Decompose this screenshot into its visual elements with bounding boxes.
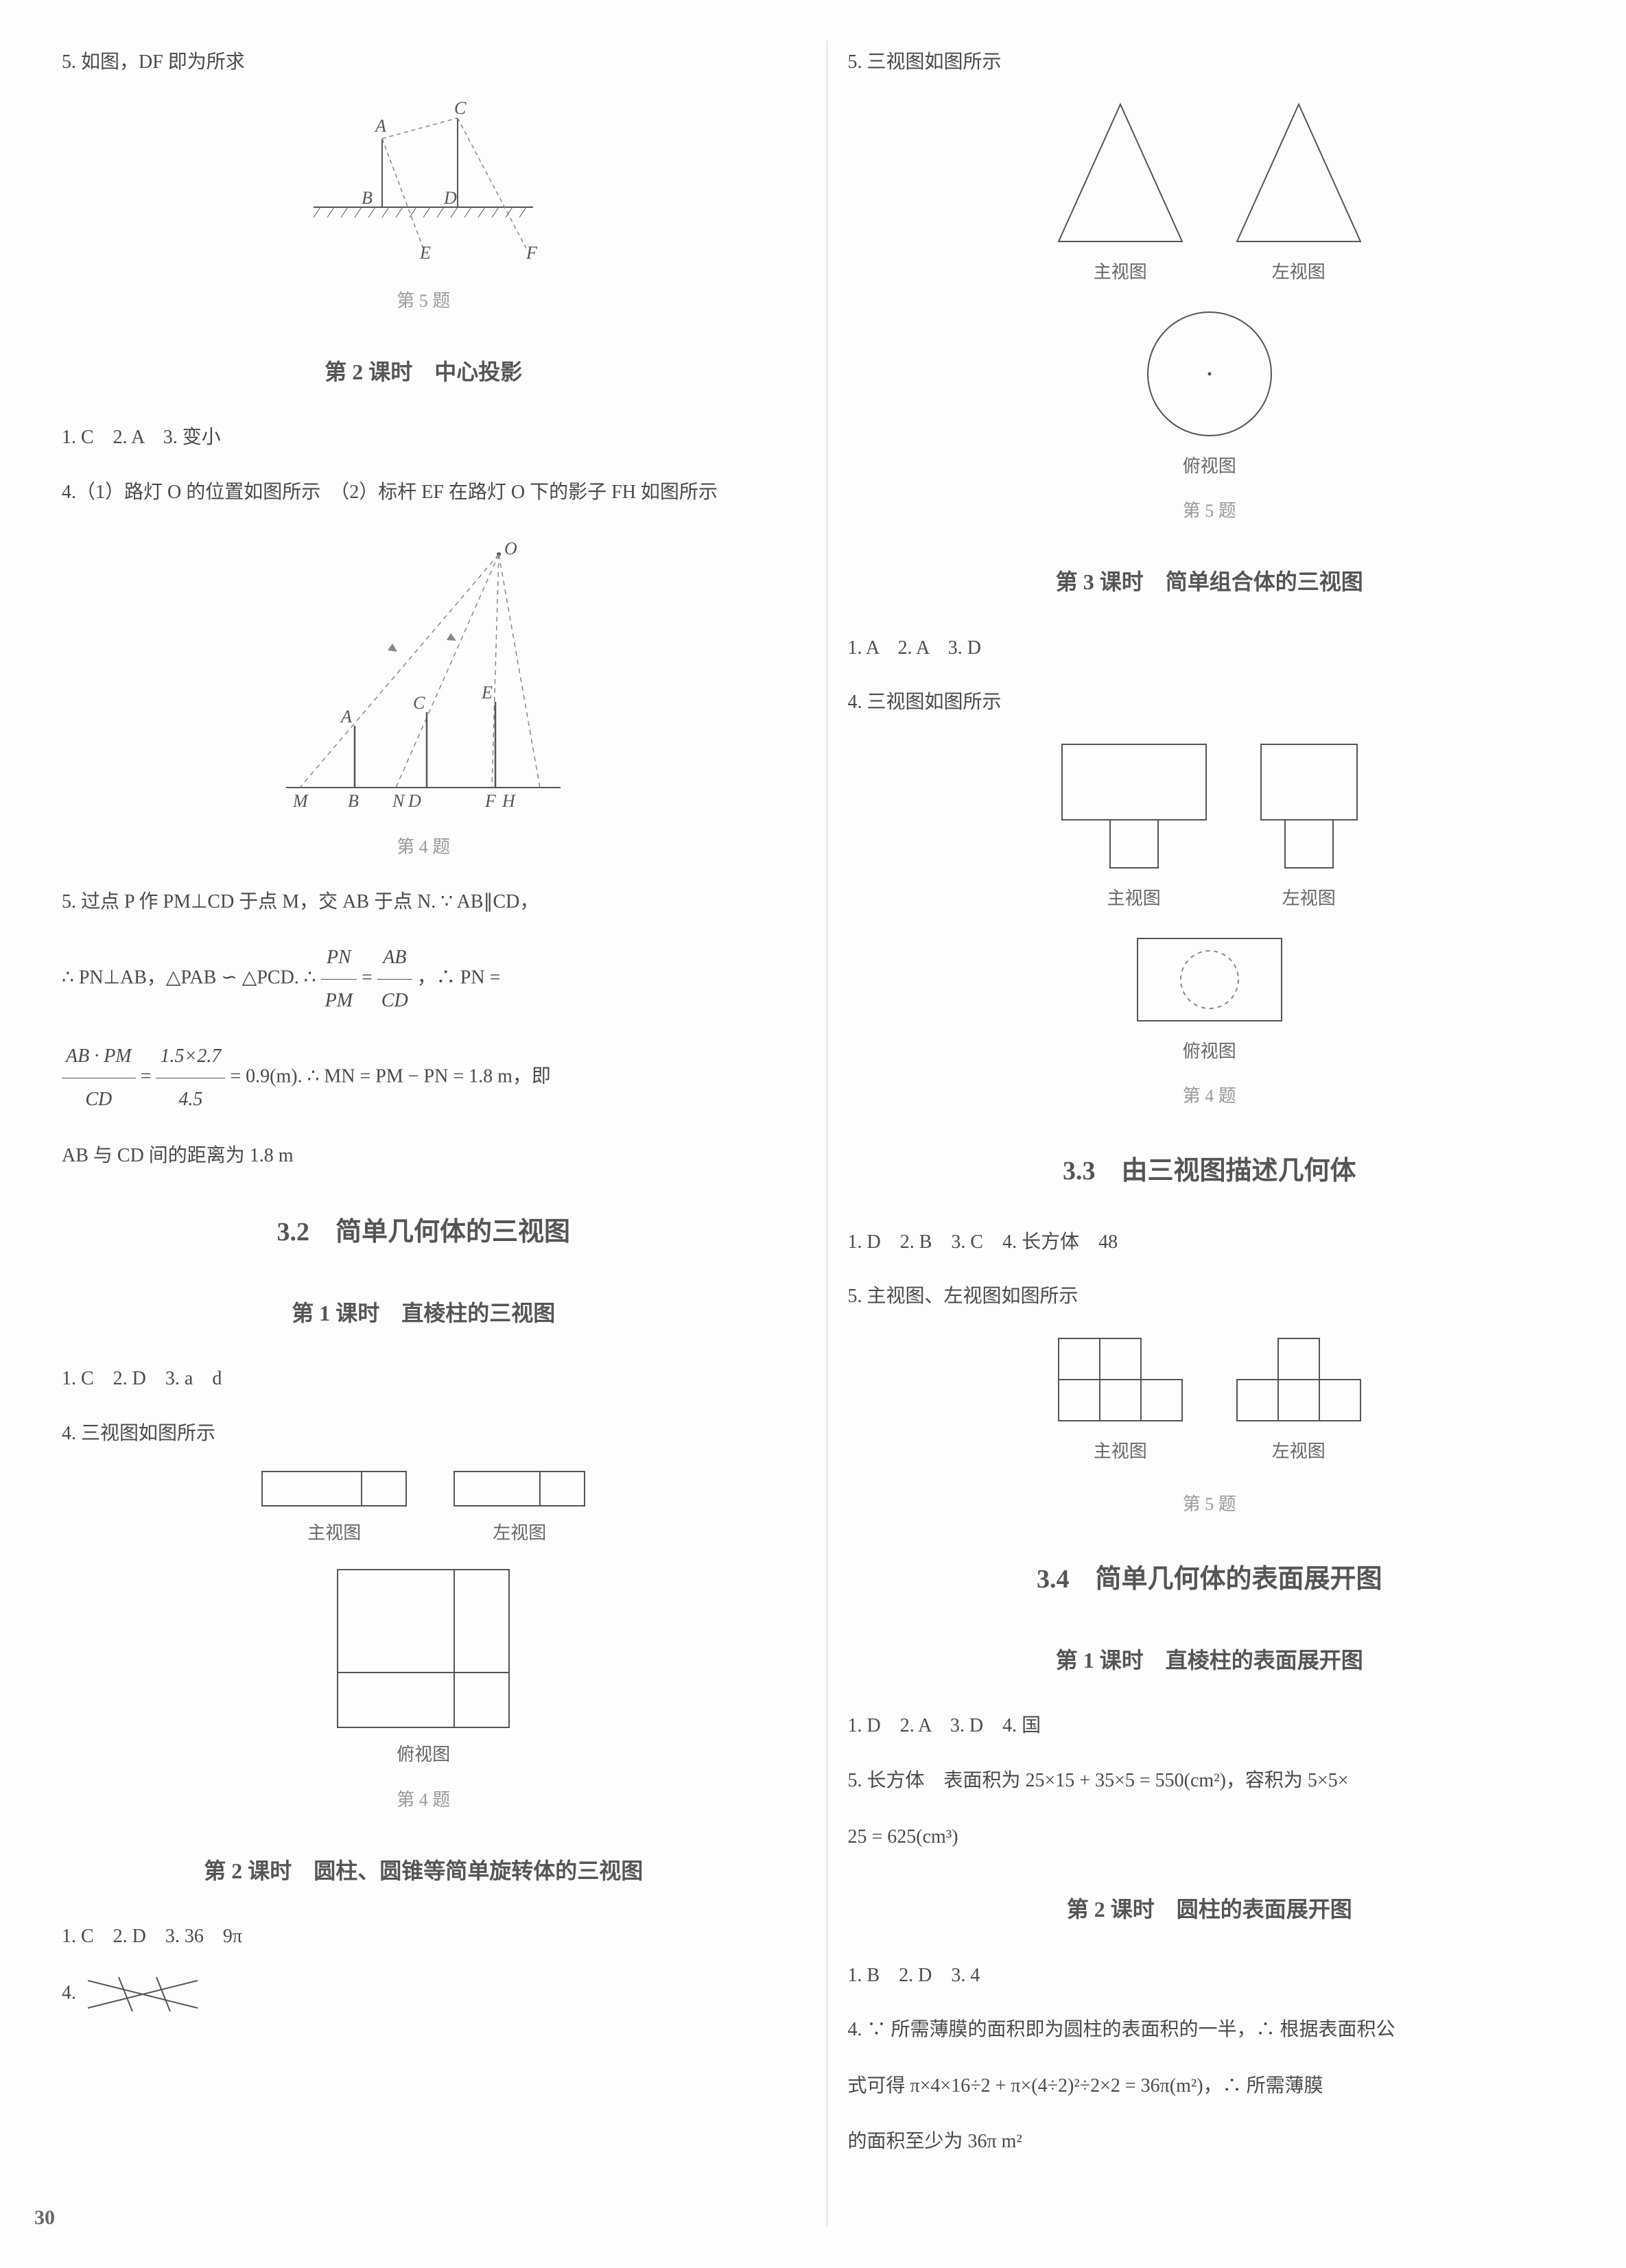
label-O: O: [504, 539, 517, 558]
q5-33: 5. 主视图、左视图如图所示: [848, 1275, 1572, 1318]
figure-r5: 主视图 左视图 俯视图 第 5 题: [848, 97, 1572, 531]
main-view-label: 主视图: [259, 1513, 410, 1552]
left-view-label: 左视图: [451, 1513, 588, 1552]
q5d: = 0.9(m). ∴ MN = PM − PN = 1.8 m，即: [230, 1066, 551, 1087]
ans-34-l2: 1. B 2. D 3. 4: [848, 1954, 1572, 1997]
ans-32-l1: 1. C 2. D 3. a d: [62, 1358, 786, 1400]
figure-4: O A C E M B N D F H 第 4 题: [62, 527, 786, 866]
q5-solution-a: 5. 过点 P 作 PM⊥CD 于点 M，交 AB 于点 N. ∵ AB∥CD，: [62, 881, 786, 923]
ans-34-l1: 1. D 2. A 3. D 4. 国: [848, 1705, 1572, 1747]
q5r: 5. 三视图如图所示: [848, 41, 1572, 84]
q4-34b: 式可得 π×4×16÷2 + π×(4÷2)²÷2×2 = 36π(m²)，∴ …: [848, 2065, 1572, 2107]
right-column: 5. 三视图如图所示 主视图 左视图 俯视图 第 5 题 第 3 课时 简单组合…: [827, 41, 1572, 2227]
figure-r5b: 主视图 左视图 第 5 题: [848, 1332, 1572, 1524]
fig5-caption: 第 5 题: [62, 281, 786, 320]
label-F: F: [526, 243, 538, 263]
q4-text: 4.（1）路灯 O 的位置如图所示 （2）标杆 EF 在路灯 O 下的影子 FH…: [62, 471, 786, 514]
label-D2: D: [408, 791, 421, 811]
label-F2: F: [484, 791, 497, 811]
heading-3-2-l2: 第 2 课时 圆柱、圆锥等简单旋转体的三视图: [62, 1847, 786, 1895]
ans-r3: 1. A 2. A 3. D: [848, 627, 1572, 670]
frac1-top: PN: [321, 936, 357, 980]
q5-solution-b: ∴ PN⊥AB，△PAB ∽ △PCD. ∴ PNPM = ABCD ，∴ PN…: [62, 936, 786, 1021]
figure-r4: 主视图 左视图 俯视图 第 4 题: [848, 737, 1572, 1116]
q5c: ，∴ PN =: [417, 967, 501, 989]
q4-34: 4. ∵ 所需薄膜的面积即为圆柱的表面积的一半，∴ 根据表面积公: [848, 2009, 1572, 2051]
heading-3-2: 3.2 简单几何体的三视图: [62, 1204, 786, 1262]
label-A2: A: [340, 707, 352, 727]
answers-1-3: 1. C 2. A 3. 变小: [62, 416, 786, 459]
frac2-top: AB: [377, 936, 412, 980]
q4b-num: 4.: [62, 1982, 76, 2003]
eq2: =: [141, 1066, 156, 1087]
main-view-r5b: 主视图: [1052, 1432, 1189, 1471]
label-E: E: [419, 243, 431, 263]
page-number: 30: [34, 2195, 55, 2241]
ans-33: 1. D 2. B 3. C 4. 长方体 48: [848, 1221, 1572, 1264]
left-view-r: 左视图: [1230, 252, 1367, 292]
label-C2: C: [413, 693, 425, 713]
figure-5-top: A C B D E F 第 5 题: [62, 97, 786, 320]
figr5b-caption: 第 5 题: [848, 1485, 1572, 1524]
label-C: C: [454, 98, 467, 118]
figr5-caption: 第 5 题: [848, 491, 1572, 530]
label-B: B: [362, 188, 373, 208]
frac4-top: 1.5×2.7: [156, 1035, 225, 1078]
q5-34: 5. 长方体 表面积为 25×15 + 35×5 = 550(cm²)，容积为 …: [848, 1760, 1572, 1802]
heading-3-4-l1: 第 1 课时 直棱柱的表面展开图: [848, 1636, 1572, 1684]
figure-4b: 主视图 左视图 俯视图 第 4 题: [62, 1468, 786, 1819]
q4b: 4.: [62, 1970, 786, 2018]
label-E2: E: [481, 683, 493, 702]
figr4-caption: 第 4 题: [848, 1076, 1572, 1115]
label-N: N: [392, 791, 405, 811]
label-H: H: [502, 791, 516, 811]
frac4-bot: 4.5: [156, 1078, 225, 1121]
frac3-top: AB · PM: [62, 1035, 136, 1078]
heading-3-3: 3.3 由三视图描述几何体: [848, 1143, 1572, 1201]
main-view-r4: 主视图: [1055, 879, 1213, 918]
left-view-r5b: 左视图: [1230, 1432, 1367, 1471]
heading-3-4: 3.4 简单几何体的表面展开图: [848, 1551, 1572, 1609]
main-view-r: 主视图: [1052, 252, 1189, 292]
eq1: =: [362, 967, 377, 989]
fig4b-caption: 第 4 题: [62, 1780, 786, 1819]
left-column: 5. 如图，DF 即为所求: [55, 41, 786, 2227]
top-view-r: 俯视图: [848, 447, 1572, 486]
heading-r-lesson3: 第 3 课时 简单组合体的三视图: [848, 558, 1572, 606]
q5b-pre: ∴ PN⊥AB，△PAB ∽ △PCD. ∴: [62, 967, 321, 989]
top-view-label: 俯视图: [62, 1735, 786, 1774]
heading-lesson-2: 第 2 课时 中心投影: [62, 348, 786, 396]
heading-3-4-l2: 第 2 课时 圆柱的表面展开图: [848, 1885, 1572, 1933]
ans-32-l2: 1. C 2. D 3. 36 9π: [62, 1915, 786, 1958]
q5-intro: 5. 如图，DF 即为所求: [62, 41, 786, 84]
top-view-r4: 俯视图: [848, 1032, 1572, 1071]
fig4-caption: 第 4 题: [62, 827, 786, 866]
label-A: A: [374, 116, 386, 136]
q4-32: 4. 三视图如图所示: [62, 1413, 786, 1455]
frac3-bot: CD: [62, 1078, 136, 1121]
q5-solution-e: AB 与 CD 间的距离为 1.8 m: [62, 1135, 786, 1177]
heading-3-2-l1: 第 1 课时 直棱柱的三视图: [62, 1289, 786, 1337]
q4r: 4. 三视图如图所示: [848, 681, 1572, 724]
q5-34b: 25 = 625(cm³): [848, 1816, 1572, 1858]
left-view-r4: 左视图: [1254, 879, 1364, 918]
q5-solution-c: AB · PMCD = 1.5×2.74.5 = 0.9(m). ∴ MN = …: [62, 1035, 786, 1120]
label-B2: B: [348, 791, 359, 811]
label-D: D: [443, 188, 457, 208]
frac2-bot: CD: [377, 980, 412, 1022]
frac1-bot: PM: [321, 980, 357, 1022]
q4-34c: 的面积至少为 36π m²: [848, 2121, 1572, 2163]
label-M: M: [292, 791, 309, 811]
